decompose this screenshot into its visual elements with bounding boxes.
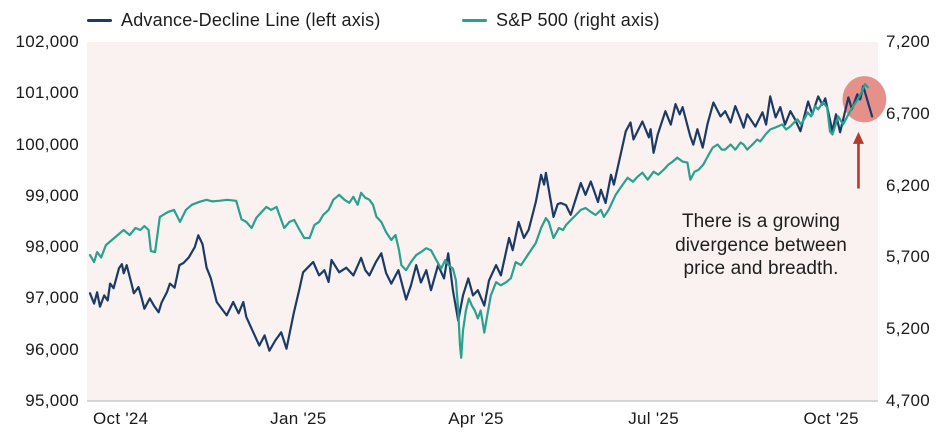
y-axis-label-left: 102,000 <box>15 32 79 51</box>
annotation-line-3: price and breadth. <box>683 258 839 279</box>
legend-item-advance-decline: Advance-Decline Line (left axis) <box>87 6 381 34</box>
y-axis-label-left: 101,000 <box>15 83 79 103</box>
x-axis-label: Oct '24 <box>93 409 149 428</box>
y-axis-label-right: 7,200 <box>886 32 931 51</box>
divergence-annotation: There is a growing divergence between pr… <box>640 210 882 281</box>
y-axis-label-left: 98,000 <box>25 237 79 257</box>
x-axis-label: Jul '25 <box>628 409 679 428</box>
advance-decline-line-series <box>88 84 874 352</box>
y-axis-label-left: 95,000 <box>25 391 79 410</box>
legend-item-sp500: S&P 500 (right axis) <box>462 6 660 34</box>
y-axis-label-right: 4,700 <box>886 391 931 410</box>
divergence-arrow-head-icon <box>852 131 864 144</box>
sp500-line-swatch-icon <box>462 18 487 22</box>
x-axis-label: Jan '25 <box>270 409 327 428</box>
plot-area-background <box>87 42 878 401</box>
x-axis-label: Oct '25 <box>803 409 859 428</box>
advance-decline-line-swatch-icon <box>87 18 112 22</box>
legend-label-sp500: S&P 500 (right axis) <box>496 9 660 30</box>
x-axis-label: Apr '25 <box>448 409 504 428</box>
sp500-line-series <box>88 83 870 359</box>
y-axis-label-left: 100,000 <box>15 134 79 154</box>
y-axis-label-right: 5,200 <box>886 319 931 339</box>
y-axis-label-right: 6,700 <box>886 103 931 123</box>
annotation-line-2: divergence between <box>675 234 847 256</box>
divergence-highlight-circle <box>842 76 887 123</box>
y-axis-label-right: 6,200 <box>886 175 931 195</box>
y-axis-label-left: 99,000 <box>25 185 79 205</box>
annotation-line-1: There is a growing <box>681 211 841 232</box>
legend-label-advance-decline: Advance-Decline Line (left axis) <box>121 9 381 30</box>
y-axis-label-left: 97,000 <box>25 288 79 308</box>
legend: Advance-Decline Line (left axis) S&P 500… <box>0 6 941 34</box>
y-axis-label-right: 5,700 <box>886 247 931 267</box>
y-axis-label-left: 96,000 <box>25 339 79 359</box>
